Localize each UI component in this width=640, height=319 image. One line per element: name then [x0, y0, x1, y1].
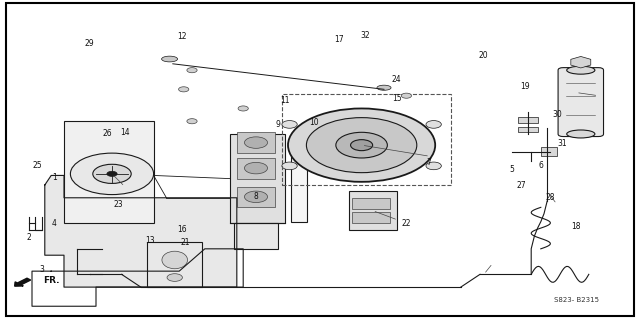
Text: FR.: FR. [44, 276, 60, 285]
Bar [147, 242, 202, 287]
Circle shape [336, 132, 387, 158]
Bar [282, 94, 451, 185]
Circle shape [238, 106, 248, 111]
Bar [349, 191, 397, 230]
Text: 15: 15 [392, 94, 402, 103]
Circle shape [244, 191, 268, 203]
Circle shape [288, 108, 435, 182]
FancyArrow shape [15, 278, 31, 286]
Text: 24: 24 [392, 75, 402, 84]
Text: 31: 31 [557, 139, 567, 148]
Text: 6: 6 [538, 161, 543, 170]
Circle shape [187, 119, 197, 124]
Text: 4: 4 [52, 219, 57, 228]
Circle shape [179, 87, 189, 92]
Circle shape [282, 162, 297, 170]
Text: 32: 32 [360, 31, 370, 40]
Text: 1: 1 [52, 173, 57, 182]
Bar [237, 158, 275, 179]
Text: 17: 17 [334, 35, 344, 44]
Circle shape [426, 121, 442, 128]
Text: 14: 14 [120, 128, 130, 137]
Text: 30: 30 [552, 110, 562, 119]
Text: 10: 10 [308, 118, 319, 127]
Text: 13: 13 [145, 236, 156, 245]
FancyBboxPatch shape [64, 121, 154, 223]
Bar [237, 132, 275, 153]
Text: 3: 3 [39, 265, 44, 274]
Circle shape [307, 118, 417, 173]
Bar [234, 223, 278, 249]
Circle shape [244, 162, 268, 174]
Ellipse shape [377, 85, 391, 90]
Circle shape [93, 164, 131, 183]
Circle shape [426, 162, 442, 170]
Bar [352, 198, 390, 209]
Circle shape [351, 140, 372, 151]
Text: 2: 2 [26, 233, 31, 242]
Text: 18: 18 [572, 222, 580, 231]
Ellipse shape [162, 251, 188, 269]
Text: 12: 12 [178, 32, 187, 41]
Bar [352, 212, 390, 223]
Text: 9: 9 [276, 120, 281, 129]
Text: 23: 23 [113, 200, 124, 209]
Text: 26: 26 [102, 130, 112, 138]
Circle shape [187, 68, 197, 73]
Ellipse shape [567, 66, 595, 74]
Text: 29: 29 [84, 39, 95, 48]
Text: 25: 25 [32, 161, 42, 170]
Bar [237, 187, 275, 207]
Circle shape [401, 93, 412, 98]
Bar [518, 117, 538, 123]
Text: 8: 8 [253, 192, 259, 201]
Text: 7: 7 [426, 158, 431, 167]
Text: 22: 22 [402, 219, 411, 228]
Circle shape [244, 137, 268, 148]
Text: 20: 20 [478, 51, 488, 60]
Text: 21: 21 [181, 238, 190, 247]
Text: 11: 11 [280, 96, 289, 105]
Text: S823- B2315: S823- B2315 [554, 297, 598, 303]
Bar [291, 137, 307, 222]
Text: 19: 19 [520, 82, 530, 91]
Circle shape [107, 171, 117, 176]
FancyBboxPatch shape [558, 68, 604, 137]
Circle shape [167, 274, 182, 281]
Text: 5: 5 [509, 165, 515, 174]
Bar [541, 147, 557, 156]
Ellipse shape [567, 130, 595, 138]
Text: 16: 16 [177, 225, 188, 234]
Bar [518, 127, 538, 132]
Circle shape [282, 121, 297, 128]
Polygon shape [45, 175, 237, 287]
Ellipse shape [162, 56, 178, 62]
Text: 27: 27 [516, 181, 527, 189]
Circle shape [70, 153, 154, 195]
Bar [230, 134, 285, 223]
Text: 28: 28 [546, 193, 555, 202]
